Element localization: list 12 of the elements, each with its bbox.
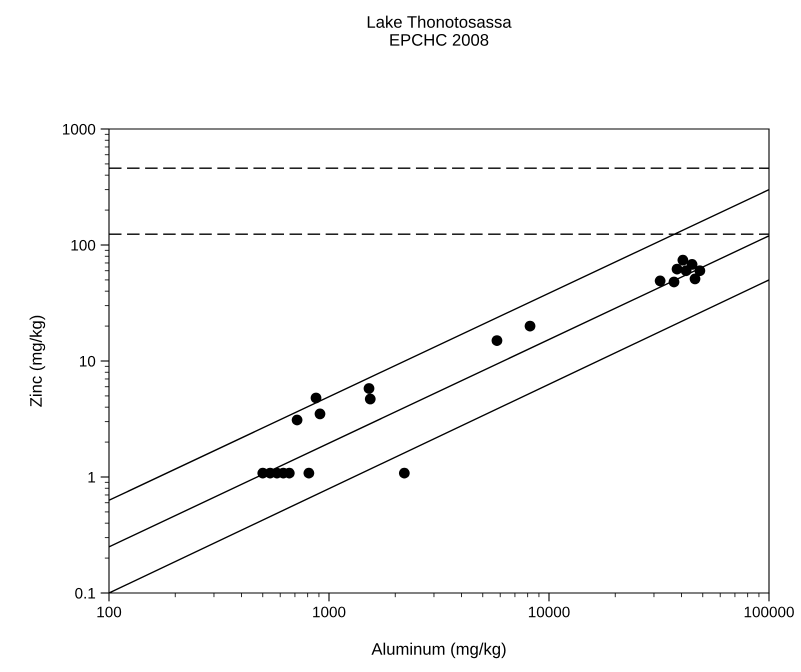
x-tick-label: 10000 [528, 606, 570, 618]
y-axis-title: Zinc (mg/kg) [30, 316, 46, 407]
x-axis-title: Aluminum (mg/kg) [371, 642, 506, 658]
x-tick-label: 100 [97, 606, 122, 618]
chart-title: Lake Thonotosassa EPCHC 2008 [368, 16, 512, 46]
y-tick-label: 1 [88, 472, 96, 483]
x-tick-label: 100000 [744, 606, 794, 618]
y-tick-label: 0.1 [75, 588, 96, 599]
y-tick-label: 1000 [62, 124, 96, 135]
y-tick-label: 100 [71, 240, 96, 251]
x-tick-label: 1000 [313, 606, 346, 618]
y-tick-label: 10 [80, 356, 96, 367]
